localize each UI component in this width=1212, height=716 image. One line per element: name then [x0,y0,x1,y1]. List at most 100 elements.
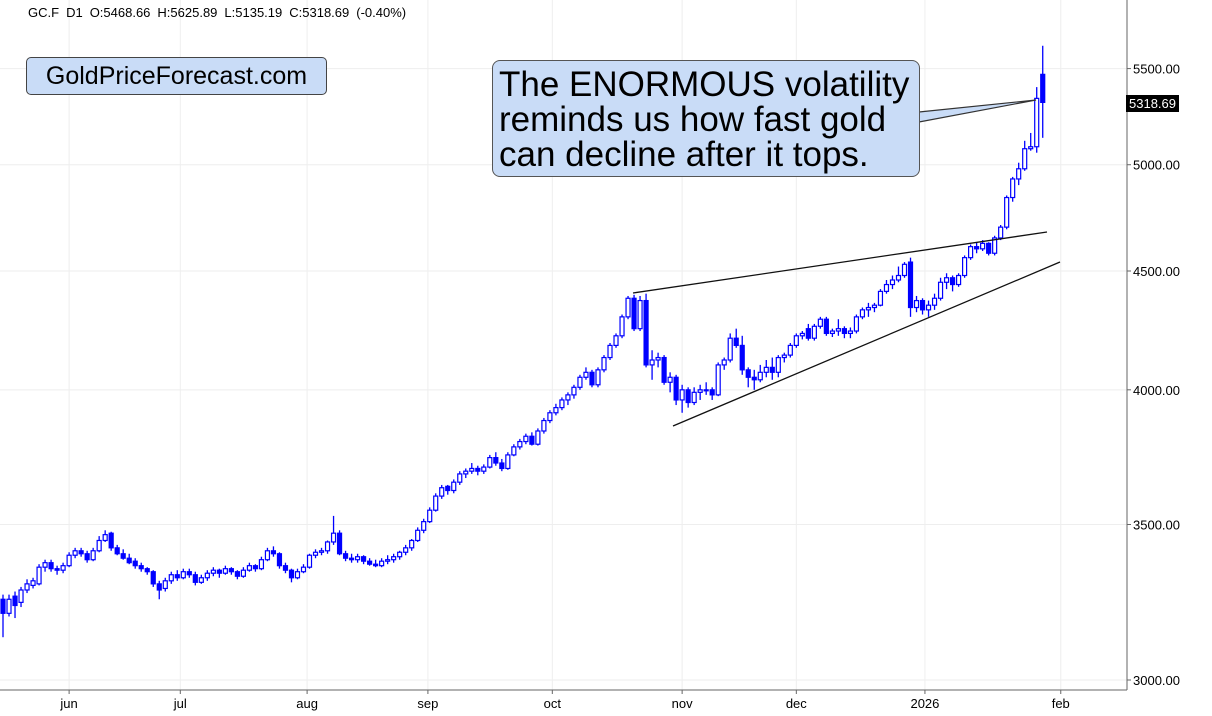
candle-body-up [415,529,421,542]
candle-body-up [763,366,769,373]
candle-body-up [697,389,703,393]
candle-body-up [517,440,523,448]
candle-body-up [96,539,102,552]
y-tick-label: 5000.00 [1133,158,1180,173]
close-value: C:5318.69 [289,5,350,20]
callout-line: The ENORMOUS volatility [499,65,910,104]
candle-body-up [799,332,805,337]
candle-body-up [306,554,313,568]
candle [697,384,703,400]
candle [685,387,691,408]
candle [42,559,48,572]
candle [871,302,878,313]
candle-body-down [673,376,679,401]
candle [955,273,962,287]
candle-body-down [348,557,355,561]
candle [180,568,186,580]
candle-body-up [403,547,409,553]
candle [457,471,463,485]
candle-body-up [980,242,986,250]
candle-body-up [968,246,974,259]
candle-body-up [649,359,655,366]
candle [565,392,571,406]
candle [391,553,397,563]
candle [847,327,854,339]
candle-body-up [613,335,619,347]
candle [162,577,168,592]
candle [342,550,349,562]
candle [102,530,108,542]
candle [421,518,427,534]
candle [403,544,409,556]
candle [643,293,649,368]
candle-body-up [859,309,866,318]
candle [198,574,204,584]
candle [823,316,829,336]
candle-body-down [949,277,956,286]
candle-body-up [162,580,168,590]
candle [463,468,469,479]
candle-body-down [661,356,667,383]
candle-body-up [397,551,403,558]
x-tick-label: oct [544,696,562,711]
candle [114,544,120,556]
candle-body-up [60,565,66,571]
candle [577,374,583,390]
candle [1022,140,1028,171]
candle [306,553,313,569]
candle [132,558,138,569]
candle-body-up [421,521,427,531]
candle-body-up [577,376,583,388]
candle-body-up [883,283,890,292]
candle [30,577,36,589]
candle-body-up [433,495,439,511]
candle-body-up [168,574,174,582]
candle-body-up [330,532,337,543]
candle [998,224,1004,241]
x-tick-label: dec [786,696,807,711]
candle-body-up [931,297,938,306]
candle-body-down [288,569,295,579]
callout-line: reminds us how fast gold [499,100,887,139]
candle-body-up [535,430,541,445]
candle [853,314,860,334]
last-price-label: 5318.69 [1126,95,1179,112]
y-tick-label: 4500.00 [1133,264,1180,279]
candle [793,333,799,348]
candle [511,444,517,457]
candle-body-up [547,412,553,422]
candle-body-down [751,376,757,381]
candle [607,343,613,360]
candle-body-up [523,435,529,443]
candle [655,352,661,368]
candle-body-up [895,274,902,281]
candle [679,384,685,413]
change-value: (-0.40%) [356,5,407,20]
candle-body-up [1010,178,1016,199]
candle [12,591,18,619]
candle [974,242,980,254]
candle [433,493,439,512]
candle-body-up [1022,148,1028,170]
candle [96,536,102,553]
candle-body-down [445,485,451,492]
callout-line: can decline after it tops. [499,135,869,174]
candle-body-up [703,389,709,392]
candle [1040,45,1046,138]
candle [595,367,601,388]
candle [415,527,421,542]
candle-body-up [955,274,962,286]
candle-body-up [757,371,763,381]
candle [781,352,787,363]
candle [373,559,379,568]
candle [625,295,631,320]
candle-body-up [1016,168,1022,180]
candle-body-up [385,559,391,562]
candle-body-up [198,577,204,583]
site-logo: GoldPriceForecast.com [26,57,327,95]
candle-body-down [84,553,90,561]
candle-body-up [817,318,823,327]
candle-body-down [769,366,775,373]
candle-body-up [811,325,817,339]
candle [6,594,12,617]
